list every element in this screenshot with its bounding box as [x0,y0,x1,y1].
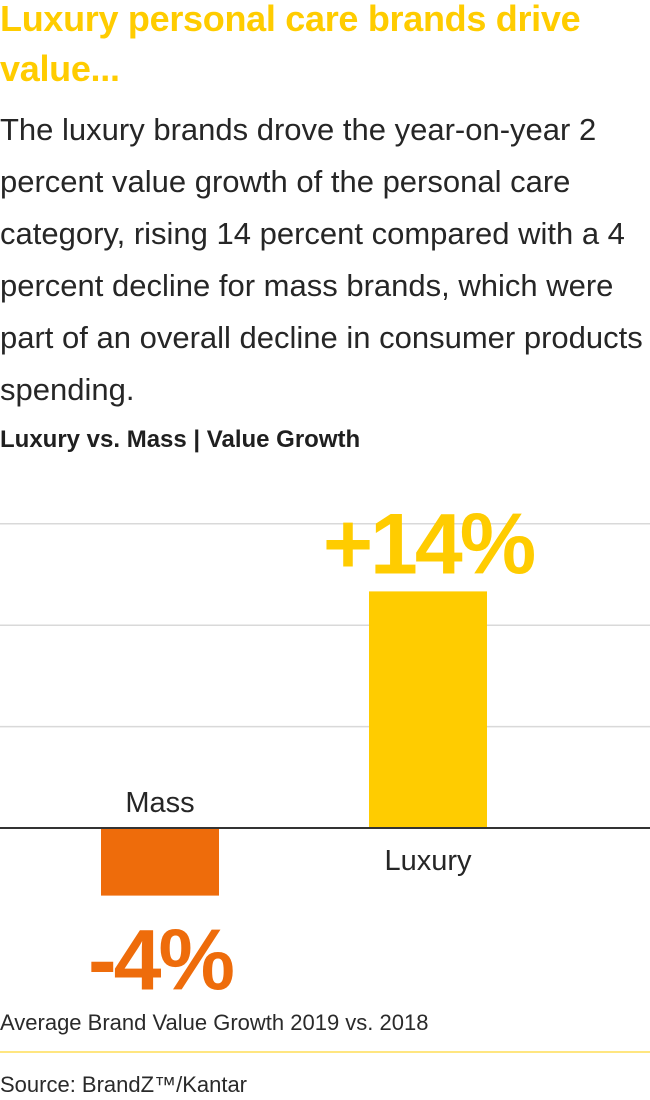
source-note: Source: BrandZ™/Kantar [0,1072,248,1097]
chart-title: Luxury personal care brands drive value.… [0,0,581,89]
category-label-luxury: Luxury [384,845,472,877]
chart-subtitle: Luxury vs. Mass | Value Growth [0,426,361,453]
description-paragraph: The luxury brands drove the year-on-year… [0,112,643,407]
divider [0,1051,650,1053]
bar-luxury [369,591,487,828]
category-label-mass: Mass [125,787,194,819]
chart-caption: Average Brand Value Growth 2019 vs. 2018 [0,1010,429,1035]
value-label-luxury: +14% [323,496,535,592]
value-label-mass: -4% [88,913,233,1005]
bar-mass [101,828,219,896]
bar-chart: Mass -4% Luxury +14% [0,496,650,1005]
